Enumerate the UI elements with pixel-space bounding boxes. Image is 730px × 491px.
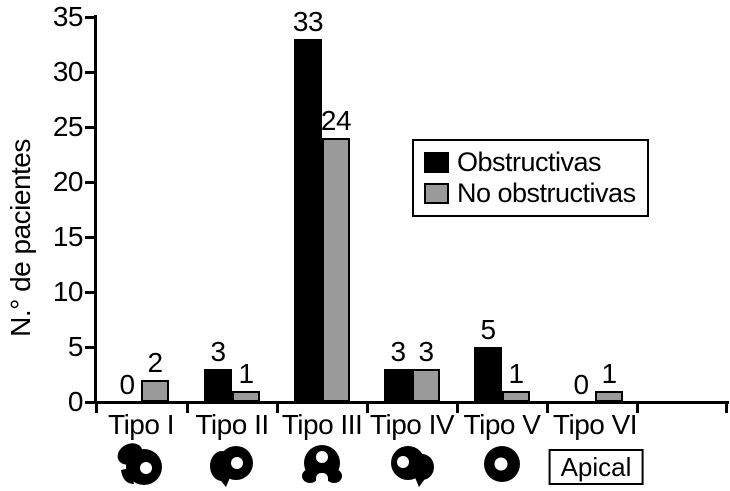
y-tick-label: 5 (67, 331, 84, 362)
value-label: 0 (573, 369, 589, 400)
y-tick-label: 0 (67, 386, 84, 417)
x-axis-line (94, 401, 729, 404)
y-tick-label: 35 (52, 1, 84, 32)
type1-heart-cross-section-icon (115, 440, 167, 488)
bar-no-obstructivas-tipo-iv (412, 369, 440, 402)
y-tick (85, 15, 94, 19)
y-tick-label: 25 (52, 111, 84, 142)
type2-heart-cross-section-icon (206, 440, 258, 488)
value-label: 3 (390, 336, 406, 367)
y-tick (85, 345, 94, 349)
value-label: 5 (480, 314, 496, 345)
value-label: 33 (292, 6, 324, 37)
category-label-tipo-ii: Tipo II (195, 409, 269, 440)
y-tick (85, 290, 94, 294)
value-label: 3 (210, 336, 226, 367)
category-label-tipo-v: Tipo V (463, 409, 541, 440)
bar-no-obstructivas-tipo-vi (595, 391, 623, 402)
category-label-tipo-iv: Tipo IV (369, 409, 455, 440)
y-tick (85, 180, 94, 184)
legend-item-obstructivas: Obstructivas (424, 147, 647, 178)
bar-no-obstructivas-tipo-v (502, 391, 530, 402)
bar-no-obstructivas-tipo-iii (322, 138, 350, 402)
category-label-tipo-vi: Tipo VI (552, 409, 638, 440)
x-tick (365, 403, 369, 413)
value-label: 3 (418, 336, 434, 367)
bar-no-obstructivas-tipo-i (141, 380, 169, 402)
value-label: 1 (601, 358, 617, 389)
apical-label: Apical (548, 449, 644, 485)
x-tick (94, 403, 98, 413)
bar-obstructivas-tipo-ii (204, 369, 232, 402)
bar-no-obstructivas-tipo-ii (232, 391, 260, 402)
bar-obstructivas-tipo-iii (294, 39, 322, 402)
y-tick-label: 30 (52, 56, 84, 87)
bar-obstructivas-tipo-iv (384, 369, 412, 402)
type5-heart-cross-section-icon (476, 440, 528, 488)
type3-heart-cross-section-icon (296, 440, 348, 489)
y-tick-label: 20 (52, 166, 84, 197)
value-label: 1 (238, 358, 254, 389)
x-tick (724, 403, 728, 413)
value-label: 24 (320, 105, 352, 136)
value-label: 0 (119, 369, 135, 400)
y-tick (85, 125, 94, 129)
legend-label-no-obstructivas: No obstructivas (457, 178, 636, 208)
y-tick-label: 10 (52, 276, 84, 307)
type4-heart-cross-section-icon (386, 440, 438, 488)
y-tick (85, 235, 94, 239)
value-label: 2 (147, 347, 163, 378)
no-obstructivas-swatch-icon (424, 183, 449, 204)
legend: Obstructivas No obstructivas (412, 139, 649, 217)
legend-label-obstructivas: Obstructivas (457, 147, 602, 177)
y-tick (85, 400, 94, 404)
y-axis-line (94, 15, 97, 404)
x-tick (275, 403, 279, 413)
x-tick (455, 403, 459, 413)
y-tick (85, 70, 94, 74)
bar-obstructivas-tipo-v (474, 347, 502, 402)
category-label-tipo-i: Tipo I (108, 409, 175, 440)
value-label: 1 (508, 358, 524, 389)
x-tick (185, 403, 189, 413)
x-tick (545, 403, 549, 413)
y-tick-label: 15 (52, 221, 84, 252)
legend-item-no-obstructivas: No obstructivas (424, 178, 647, 209)
category-label-tipo-iii: Tipo III (281, 409, 363, 440)
obstructivas-swatch-icon (424, 152, 449, 173)
x-tick (635, 403, 639, 413)
